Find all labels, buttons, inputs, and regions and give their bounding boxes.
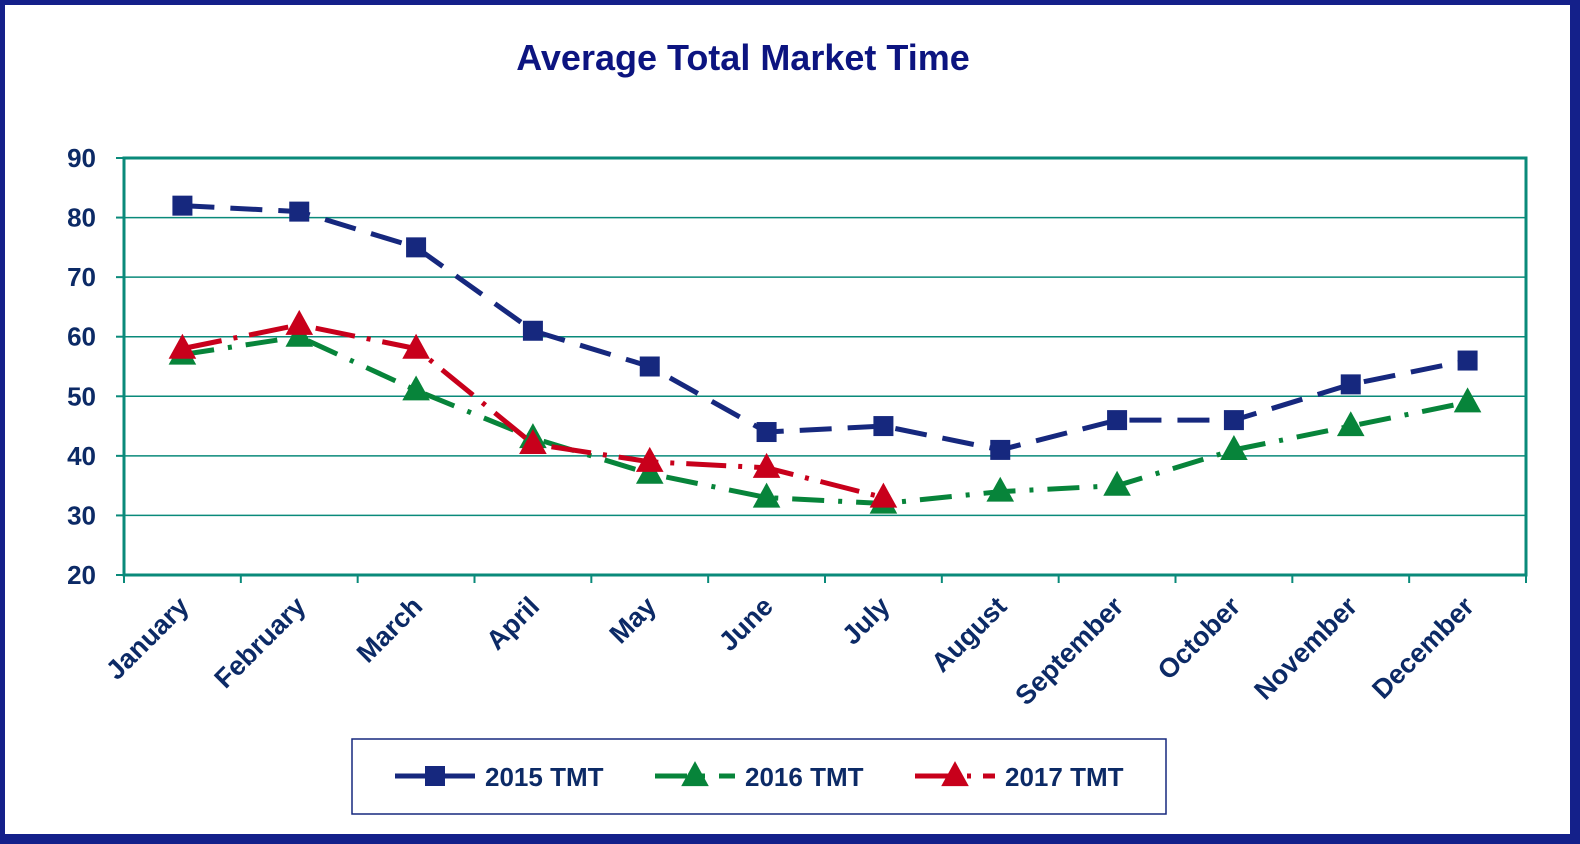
data-marker: [1453, 387, 1482, 413]
x-tick-label: February: [209, 591, 312, 694]
data-marker: [681, 761, 709, 787]
data-marker: [402, 375, 430, 401]
y-tick-label: 30: [67, 500, 96, 530]
y-tick-label: 80: [67, 203, 96, 233]
data-marker: [519, 429, 547, 455]
data-marker: [1107, 410, 1128, 431]
data-marker: [1220, 435, 1248, 460]
data-marker: [285, 309, 314, 335]
data-marker: [1103, 470, 1131, 496]
y-tick-label: 50: [67, 381, 96, 411]
data-marker: [752, 482, 781, 508]
legend-item: 2016 TMT: [655, 761, 864, 792]
x-tick-label: May: [604, 591, 662, 649]
data-marker: [289, 201, 310, 222]
legend-label: 2016 TMT: [745, 762, 864, 792]
y-tick-label: 90: [67, 143, 96, 173]
y-tick-label: 20: [67, 560, 96, 590]
data-marker: [990, 439, 1011, 460]
legend-item: 2015 TMT: [395, 762, 604, 792]
data-marker: [402, 333, 430, 359]
x-tick-label: December: [1366, 591, 1480, 705]
series-line: [182, 334, 1469, 507]
series-2: [168, 309, 898, 508]
data-marker: [172, 195, 193, 216]
series-line: [182, 203, 1469, 453]
data-marker: [522, 320, 543, 341]
x-tick-label: January: [100, 591, 194, 685]
x-tick-label: April: [480, 591, 545, 656]
chart-title: Average Total Market Time: [516, 37, 970, 78]
x-tick-label: September: [1009, 591, 1129, 711]
data-marker: [406, 237, 427, 258]
x-tick-label: June: [713, 591, 779, 657]
data-marker: [1457, 350, 1478, 371]
data-marker: [168, 333, 197, 359]
legend-label: 2015 TMT: [485, 762, 604, 792]
data-marker: [941, 761, 969, 787]
data-marker: [635, 446, 664, 472]
data-marker: [752, 452, 781, 478]
gridlines: [124, 216, 1526, 517]
legend-label: 2017 TMT: [1005, 762, 1124, 792]
x-tick-label: October: [1152, 591, 1247, 686]
data-marker: [986, 476, 1015, 502]
y-tick-label: 60: [67, 322, 96, 352]
x-tick-label: August: [926, 591, 1013, 678]
legend-box: [351, 738, 1167, 815]
data-marker: [1223, 410, 1244, 431]
series-layer: [168, 195, 1482, 514]
x-tick-label: July: [836, 591, 895, 650]
data-marker: [1336, 411, 1365, 437]
y-axis: 20 30 40 50 60 70 80 90: [67, 143, 124, 590]
series-line: [181, 322, 885, 500]
series-0: [172, 195, 1478, 460]
x-tick-label: March: [351, 591, 428, 668]
y-tick-label: 40: [67, 441, 96, 471]
data-marker: [756, 422, 777, 443]
data-marker: [873, 416, 894, 437]
x-tick-label: November: [1248, 591, 1363, 706]
data-marker: [425, 766, 445, 786]
data-marker: [869, 482, 898, 508]
y-tick-label: 70: [67, 262, 96, 292]
data-marker: [1340, 374, 1361, 395]
legend: 2015 TMT 2016 TMT 2017 TMT: [351, 738, 1167, 815]
x-axis: January February March April May June July Augu…: [100, 575, 1527, 711]
data-marker: [639, 356, 660, 377]
legend-item: 2017 TMT: [915, 761, 1124, 792]
